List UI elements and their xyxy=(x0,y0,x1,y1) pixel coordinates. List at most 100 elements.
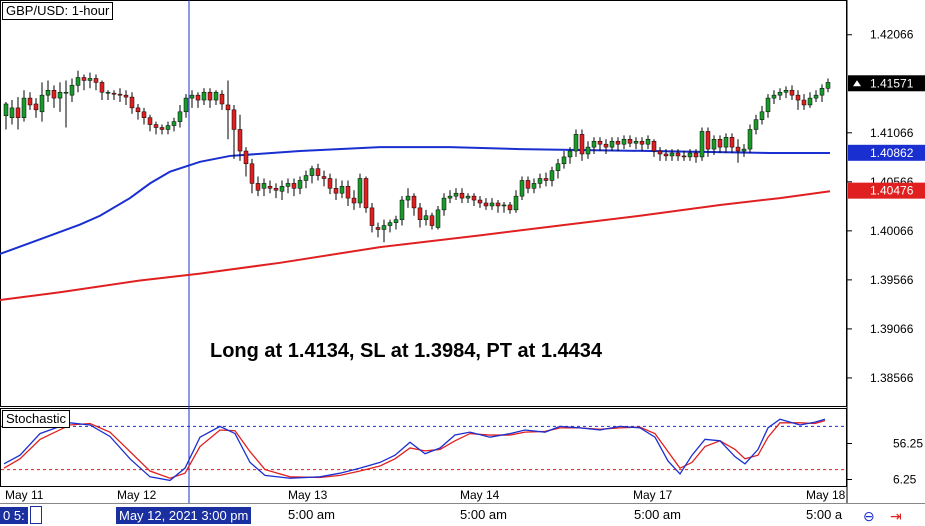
candle xyxy=(111,90,117,101)
candle xyxy=(345,180,351,206)
time-stub-label: 0 5: xyxy=(0,507,28,524)
candle-body xyxy=(531,183,537,189)
stochastic-title: Stochastic xyxy=(2,410,70,428)
candle-body xyxy=(435,209,441,228)
time-scrollbar[interactable]: 0 5: May 12, 2021 3:00 pm 5:00 am 5:00 a… xyxy=(0,503,925,526)
candle-body xyxy=(33,103,39,111)
candle-body xyxy=(651,140,657,152)
candle xyxy=(261,178,267,197)
candle-body xyxy=(291,183,297,189)
candle xyxy=(465,193,471,203)
candle xyxy=(717,135,723,153)
candle-body xyxy=(585,146,591,155)
candle xyxy=(327,173,333,195)
candle-body xyxy=(231,109,237,130)
candle-body xyxy=(339,186,345,194)
candle-body xyxy=(735,146,741,152)
candle-body xyxy=(591,140,597,148)
candle xyxy=(387,219,393,233)
candle xyxy=(663,149,669,161)
candle xyxy=(615,137,621,152)
candle-body xyxy=(765,97,771,113)
price-tick-label: 1.40066 xyxy=(870,224,914,238)
scroll-handle[interactable] xyxy=(30,506,42,524)
candle xyxy=(75,70,81,93)
candle-body xyxy=(573,134,579,152)
candle xyxy=(321,170,327,187)
candle-body xyxy=(741,148,747,152)
price-badge xyxy=(848,144,925,161)
candle xyxy=(357,173,363,208)
candle-body xyxy=(195,94,201,101)
candle xyxy=(153,121,159,135)
candle xyxy=(225,80,231,140)
candle xyxy=(813,90,819,103)
candle xyxy=(171,117,177,132)
price-badge-label: 1.40862 xyxy=(870,146,914,160)
candle-body xyxy=(345,186,351,199)
time-label-4: 5:00 a xyxy=(806,507,843,522)
candle xyxy=(291,178,297,197)
candle xyxy=(633,137,639,150)
date-tick-label: May 11 xyxy=(5,488,44,502)
candle-body xyxy=(249,163,255,184)
ma-fast-line xyxy=(0,146,830,255)
candle xyxy=(183,94,189,118)
price-badge xyxy=(848,75,925,92)
candle xyxy=(483,198,489,210)
candle xyxy=(3,102,9,130)
candle-body xyxy=(27,97,33,106)
stoch-tick-label: 56.25 xyxy=(893,437,923,451)
candle-body xyxy=(375,227,381,230)
candle-body xyxy=(183,97,189,113)
candle-body xyxy=(285,183,291,187)
time-label-2: 5:00 am xyxy=(460,507,507,522)
candle xyxy=(447,190,453,203)
candle-body xyxy=(69,85,75,96)
candle xyxy=(9,100,15,125)
candle xyxy=(309,165,315,184)
arrow-end-icon[interactable]: ⇥ xyxy=(890,508,902,524)
candle-body xyxy=(615,140,621,145)
candle xyxy=(297,176,303,195)
candle-body xyxy=(111,92,117,95)
candle xyxy=(669,149,675,161)
candle-body xyxy=(675,152,681,157)
candle-body xyxy=(267,186,273,189)
candle xyxy=(525,176,531,194)
candle xyxy=(87,72,93,89)
candle xyxy=(609,137,615,152)
candle xyxy=(519,176,525,201)
candle xyxy=(555,158,561,179)
candle-body xyxy=(441,197,447,211)
candle-body xyxy=(747,129,753,150)
candle xyxy=(393,215,399,230)
link-icon[interactable]: ⊖ xyxy=(863,508,875,524)
candle xyxy=(471,193,477,206)
candle xyxy=(21,90,27,122)
candle xyxy=(399,196,405,226)
candle xyxy=(477,196,483,208)
candle xyxy=(435,205,441,230)
price-badge-label: 1.40476 xyxy=(870,184,914,198)
candle xyxy=(45,80,51,103)
price-badge-label: 1.41571 xyxy=(870,76,914,90)
candle xyxy=(573,129,579,157)
candle xyxy=(723,133,729,153)
price-tick-label: 1.38566 xyxy=(870,371,914,385)
candle xyxy=(489,198,495,210)
chart-title: GBP/USD: 1-hour xyxy=(2,2,114,20)
ma-slow-line xyxy=(0,190,831,302)
candle-body xyxy=(813,94,819,99)
candle xyxy=(603,139,609,154)
candle-body xyxy=(729,137,735,148)
candle xyxy=(81,74,87,91)
candle xyxy=(135,103,141,120)
candle xyxy=(15,97,21,130)
candle xyxy=(567,147,573,164)
candle xyxy=(141,107,147,125)
candle xyxy=(741,144,747,157)
candle-body xyxy=(87,78,93,81)
candle xyxy=(363,176,369,213)
